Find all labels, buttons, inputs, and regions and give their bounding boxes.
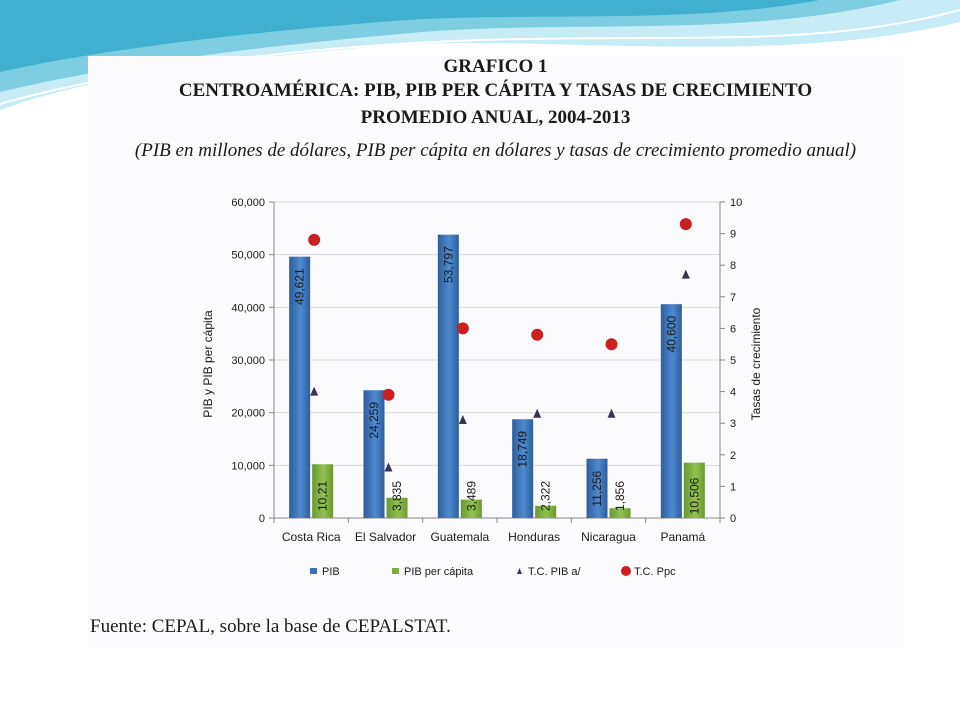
bar-pib-per-capita [386, 497, 408, 518]
marker-tc-pib [533, 408, 542, 418]
chart-title: GRAFICO 1 [443, 56, 548, 77]
y-tick-label-right: 10 [730, 197, 742, 209]
bar-pib [363, 390, 385, 518]
y-tick-label-left: 30,000 [231, 355, 265, 367]
y-tick-label-right: 8 [730, 260, 736, 272]
bar-label-pib-per-capita: 10,21 [316, 481, 330, 511]
chart-figure: 0 10,000 20,000 30,000 40,000 50,000 60,000 0 1 2… [88, 56, 903, 648]
legend-label: PIB per cápita [404, 566, 474, 578]
chart-gridlines [274, 201, 720, 466]
y-tick-label-right: 0 [730, 513, 736, 525]
y-tick-label-right: 2 [730, 450, 736, 462]
bar-label-pib: 24,259 [367, 402, 381, 439]
legend-swatch [310, 568, 317, 574]
bar-pib [660, 304, 682, 518]
chart-source-note: Fuente: CEPAL, sobre la base de CEPALSTA… [90, 616, 451, 637]
bar-label-pib: 18,749 [516, 431, 530, 468]
y-tick-label-right: 9 [730, 229, 736, 241]
y-tick-label-right: 7 [730, 292, 736, 304]
marker-tc-ppc [456, 322, 469, 335]
y-tick-label-right: 6 [730, 323, 736, 335]
bar-label-pib: 11,256 [590, 470, 604, 506]
marker-tc-pib [681, 269, 690, 279]
legend-label: T.C. Ppc [634, 566, 676, 578]
bar-label-pib-per-capita: 2,322 [539, 481, 553, 511]
y-tick-label-left: 60,000 [231, 197, 265, 209]
chart-markers [308, 218, 692, 472]
x-tick-label: El Salvador [355, 530, 416, 544]
slide-wave-dark [0, 0, 820, 72]
chart-legend: PIB PIB per cápita T.C. PIB a/T.C. Ppc [310, 566, 676, 578]
bar-pib [437, 234, 459, 518]
chart-bars: 49,621 10,21 24,259 3,835 53,797 3,489 18,749 2… [289, 234, 705, 518]
bar-label-pib: 40,600 [664, 315, 678, 352]
y-tick-label-right: 3 [730, 418, 736, 430]
marker-tc-pib [607, 408, 616, 418]
x-tick-label: Panamá [660, 530, 705, 544]
y-tick-label-right: 1 [730, 481, 736, 493]
y-tick-label-left: 50,000 [231, 250, 265, 262]
x-tick-label: Costa Rica [282, 530, 341, 544]
marker-tc-pib [458, 415, 467, 425]
x-tick-label: Guatemala [430, 530, 489, 544]
marker-tc-ppc [531, 328, 544, 341]
bar-pib-per-capita [460, 499, 482, 518]
y-axis-label-left: PIB y PIB per cápita [201, 310, 215, 418]
y-tick-label-left: 0 [259, 513, 265, 525]
chart-svg: 0 10,000 20,000 30,000 40,000 50,000 60,000 0 1 2… [201, 197, 763, 578]
bar-label-pib-per-capita: 10,506 [687, 477, 701, 514]
marker-tc-ppc [605, 338, 618, 351]
x-tick-label: Honduras [508, 530, 560, 544]
bar-pib-per-capita [312, 464, 334, 518]
bar-label-pib-per-capita: 3,835 [390, 481, 404, 511]
y-tick-label-left: 20,000 [231, 408, 265, 420]
legend-label: T.C. PIB a/ [528, 566, 582, 578]
chart-title-line-2: PROMEDIO ANUAL, 2004-2013 [360, 107, 631, 128]
x-tick-label: Nicaragua [581, 530, 636, 544]
bar-label-pib-per-capita: 3,489 [464, 481, 478, 511]
marker-tc-pib [384, 462, 393, 472]
chart-title-line-1: CENTROAMÉRICA: PIB, PIB PER CÁPITA Y TAS… [178, 80, 813, 101]
y-tick-label-left: 10,000 [231, 460, 265, 472]
legend-swatch [621, 566, 631, 576]
chart-subtitle: (PIB en millones de dólares, PIB per cáp… [134, 140, 857, 161]
y-tick-label-left: 40,000 [231, 302, 265, 314]
bar-pib [289, 256, 311, 518]
y-tick-label-right: 5 [730, 355, 736, 367]
legend-label: PIB [322, 566, 340, 578]
bar-pib-per-capita [683, 462, 705, 518]
marker-tc-ppc [679, 218, 692, 231]
marker-tc-pib [310, 386, 319, 396]
bar-pib [512, 419, 534, 518]
bar-pib-per-capita [609, 508, 631, 518]
bar-pib-per-capita [535, 505, 557, 518]
bar-label-pib-per-capita: 1,856 [613, 481, 627, 511]
marker-tc-ppc [308, 233, 321, 246]
chart-axes: 0 10,000 20,000 30,000 40,000 50,000 60,000 0 1 2… [231, 197, 742, 544]
marker-tc-ppc [382, 388, 395, 401]
y-axis-label-right: Tasas de crecimiento [749, 307, 763, 420]
bar-label-pib: 53,797 [441, 246, 455, 283]
legend-swatch [392, 568, 399, 574]
bar-pib [586, 458, 608, 518]
bar-label-pib: 49,621 [293, 268, 307, 305]
legend-swatch [517, 568, 522, 574]
y-tick-label-right: 4 [730, 387, 736, 399]
